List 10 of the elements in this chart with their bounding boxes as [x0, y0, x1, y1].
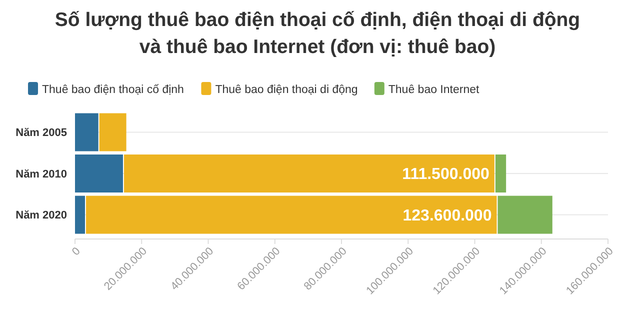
y-tick-label: Năm 2005: [16, 127, 67, 140]
x-tick-label: 0: [70, 245, 83, 258]
y-tick-label: Năm 2010: [16, 168, 67, 180]
legend-label: Thuê bao điện thoại di động: [215, 84, 358, 96]
legend-label: Thuê bao Internet: [388, 84, 480, 96]
data-label: 111.500.000: [402, 166, 490, 184]
y-tick-label: Năm 2020: [16, 210, 67, 222]
legend-label: Thuê bao điện thoại cố định: [42, 84, 184, 96]
data-label: 123.600.000: [402, 207, 492, 224]
chart-title: Số lượng thuê bao điện thoại cố định, điện thoại di động và thuê bao Internet (đơn vị: thuê bao): [54, 9, 580, 58]
